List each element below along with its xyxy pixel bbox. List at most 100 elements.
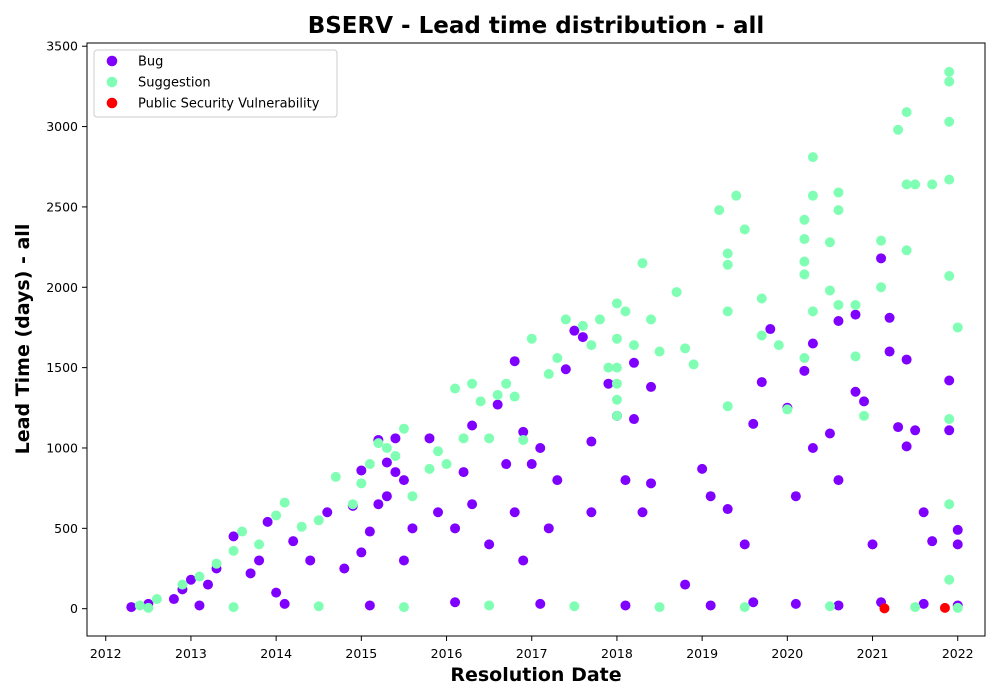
data-point-suggestion-63 — [756, 293, 767, 304]
data-point-bug-32 — [458, 467, 469, 478]
data-point-public-security-vulnerability-0 — [879, 603, 890, 614]
data-point-suggestion-87 — [901, 245, 912, 256]
data-point-bug-74 — [833, 475, 844, 486]
data-points — [126, 66, 963, 614]
x-tick-label-4: 2016 — [431, 646, 463, 661]
data-point-suggestion-62 — [756, 330, 767, 341]
data-point-bug-39 — [509, 356, 520, 367]
legend-label-public-security-vulnerability: Public Security Vulnerability — [138, 97, 320, 112]
data-point-suggestion-70 — [807, 152, 818, 163]
data-point-suggestion-61 — [722, 401, 733, 412]
data-point-suggestion-68 — [799, 256, 810, 267]
data-point-bug-81 — [884, 346, 895, 357]
data-point-bug-101 — [790, 598, 801, 609]
data-point-bug-48 — [577, 332, 588, 343]
data-point-bug-71 — [807, 442, 818, 453]
data-point-bug-100 — [748, 597, 759, 608]
data-point-bug-88 — [944, 375, 955, 386]
data-point-suggestion-101 — [313, 601, 324, 612]
data-point-suggestion-64 — [773, 340, 784, 351]
data-point-bug-28 — [407, 523, 418, 534]
data-point-bug-4 — [185, 574, 196, 585]
data-point-bug-76 — [850, 386, 861, 397]
data-point-bug-73 — [833, 316, 844, 327]
data-point-suggestion-103 — [484, 600, 495, 611]
data-point-bug-18 — [356, 465, 367, 476]
data-point-bug-77 — [859, 396, 870, 407]
data-point-bug-72 — [824, 428, 835, 439]
data-point-suggestion-15 — [364, 459, 375, 470]
data-point-bug-70 — [807, 338, 818, 349]
data-point-suggestion-91 — [944, 76, 955, 87]
data-point-bug-30 — [433, 507, 444, 518]
data-point-suggestion-3 — [194, 571, 205, 582]
data-point-suggestion-42 — [611, 333, 622, 344]
data-point-suggestion-66 — [799, 214, 810, 225]
data-point-bug-22 — [381, 491, 392, 502]
data-point-suggestion-108 — [910, 602, 921, 613]
data-point-suggestion-102 — [398, 602, 409, 613]
data-point-suggestion-29 — [492, 389, 503, 400]
data-point-suggestion-77 — [833, 205, 844, 216]
data-point-bug-84 — [901, 354, 912, 365]
data-point-suggestion-5 — [228, 545, 239, 556]
data-point-bug-80 — [884, 312, 895, 323]
data-point-bug-99 — [705, 600, 716, 611]
legend-marker-bug — [106, 55, 118, 67]
data-point-suggestion-109 — [952, 602, 963, 613]
data-point-suggestion-27 — [475, 396, 486, 407]
legend-label-bug: Bug — [138, 55, 163, 70]
data-point-bug-104 — [918, 598, 929, 609]
data-point-bug-45 — [552, 475, 563, 486]
data-point-suggestion-43 — [611, 362, 622, 373]
data-point-bug-46 — [560, 364, 571, 375]
data-point-suggestion-73 — [799, 352, 810, 363]
data-point-bug-0 — [126, 602, 137, 613]
data-point-suggestion-30 — [501, 378, 512, 389]
data-point-bug-54 — [628, 414, 639, 425]
y-axis-label: Lead Time (days) - all — [12, 224, 34, 455]
x-tick-label-2: 2014 — [260, 646, 292, 661]
data-point-bug-24 — [390, 433, 401, 444]
data-point-suggestion-49 — [637, 258, 648, 269]
y-tick-label-6: 3000 — [46, 119, 78, 134]
data-point-bug-31 — [450, 523, 461, 534]
data-point-suggestion-80 — [850, 351, 861, 362]
data-point-bug-2 — [168, 594, 179, 605]
data-point-suggestion-98 — [944, 574, 955, 585]
data-point-suggestion-55 — [714, 205, 725, 216]
data-point-bug-13 — [305, 555, 316, 566]
data-point-bug-98 — [620, 600, 631, 611]
x-tick-label-6: 2018 — [601, 646, 633, 661]
data-point-bug-36 — [492, 399, 503, 410]
data-point-bug-94 — [279, 598, 290, 609]
data-point-suggestion-74 — [824, 237, 835, 248]
data-point-suggestion-25 — [458, 433, 469, 444]
data-point-suggestion-71 — [807, 190, 818, 201]
x-tick-label-10: 2022 — [942, 646, 974, 661]
data-point-suggestion-79 — [850, 299, 861, 310]
data-point-bug-50 — [586, 507, 597, 518]
data-point-bug-83 — [901, 441, 912, 452]
data-point-suggestion-34 — [543, 369, 554, 380]
data-point-bug-38 — [509, 507, 520, 518]
data-point-bug-23 — [381, 457, 392, 468]
legend-marker-suggestion — [106, 76, 118, 88]
data-point-suggestion-51 — [654, 346, 665, 357]
data-point-suggestion-35 — [552, 352, 563, 363]
data-point-suggestion-95 — [944, 414, 955, 425]
data-point-bug-87 — [927, 536, 938, 547]
data-point-bug-61 — [705, 491, 716, 502]
data-point-suggestion-99 — [143, 602, 154, 613]
data-point-suggestion-56 — [722, 248, 733, 259]
data-point-suggestion-10 — [296, 521, 307, 532]
y-tick-label-7: 3500 — [46, 39, 78, 54]
data-point-bug-89 — [944, 425, 955, 436]
data-point-suggestion-65 — [782, 404, 793, 415]
data-point-bug-96 — [450, 597, 461, 608]
data-point-suggestion-33 — [526, 333, 537, 344]
data-point-bug-68 — [790, 491, 801, 502]
data-point-bug-56 — [637, 507, 648, 518]
data-point-bug-75 — [850, 309, 861, 320]
data-point-bug-17 — [356, 547, 367, 558]
